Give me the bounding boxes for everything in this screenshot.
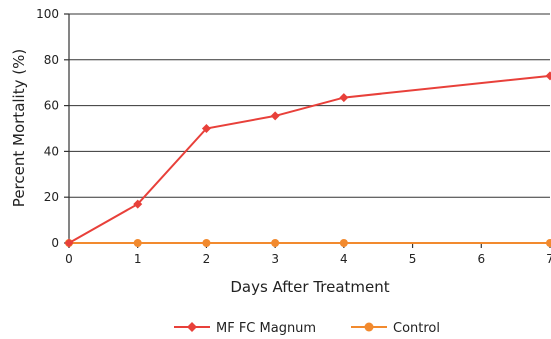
y-tick-label: 0: [51, 236, 59, 250]
x-tick-label: 3: [271, 252, 279, 266]
y-tick-label: 60: [44, 99, 59, 113]
x-tick-label: 2: [203, 252, 211, 266]
data-point-control: [202, 239, 211, 247]
x-axis-title: Days After Treatment: [230, 278, 389, 296]
data-point-control: [546, 239, 551, 247]
y-tick-label: 40: [44, 144, 59, 158]
data-point-mf-fc-magnum: [339, 93, 349, 103]
data-point-mf-fc-magnum: [270, 111, 280, 121]
axes: [64, 13, 551, 248]
plot-area: [64, 71, 551, 248]
x-tick-label: 6: [477, 252, 485, 266]
legend-item-mf-fc-magnum: MF FC Magnum: [174, 321, 316, 336]
legend: MF FC Magnum Control: [174, 321, 440, 336]
data-point-mf-fc-magnum: [133, 199, 143, 209]
legend-item-control: Control: [351, 321, 440, 336]
x-tick-label: 7: [546, 252, 551, 266]
x-tick-label: 0: [65, 252, 73, 266]
x-tick-label: 1: [134, 252, 142, 266]
data-point-mf-fc-magnum: [64, 238, 74, 248]
y-tick-label: 20: [44, 190, 59, 204]
data-point-control: [339, 239, 348, 247]
data-point-mf-fc-magnum: [201, 124, 211, 133]
y-axis-title: Percent Mortality (%): [10, 49, 28, 207]
legend-label-mf-fc-magnum: MF FC Magnum: [216, 321, 316, 336]
y-tick-label: 100: [36, 7, 59, 21]
y-tick-label: 80: [44, 53, 59, 67]
data-point-control: [133, 239, 142, 247]
legend-diamond-icon: [187, 322, 197, 332]
series-line-mf-fc-magnum: [68, 74, 551, 244]
legend-circle-icon: [364, 322, 374, 332]
x-tick-label: 5: [409, 252, 417, 266]
legend-label-control: Control: [393, 321, 440, 336]
data-point-control: [271, 239, 280, 247]
tick-labels: 0 20 40 60 80 100 0 1 2 3 4 5 6 7: [36, 7, 551, 266]
x-tick-label: 4: [340, 252, 348, 266]
data-point-mf-fc-magnum: [545, 71, 551, 81]
grid: [69, 13, 550, 198]
